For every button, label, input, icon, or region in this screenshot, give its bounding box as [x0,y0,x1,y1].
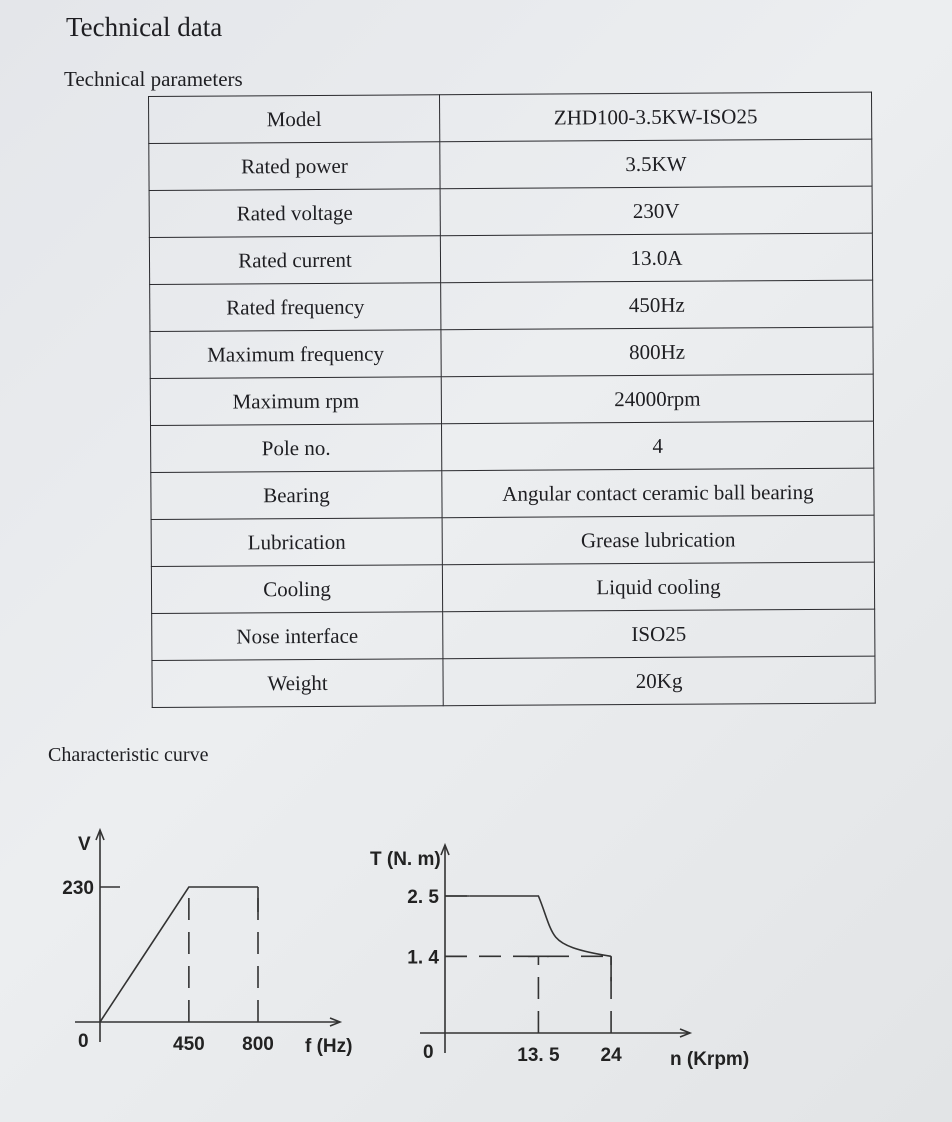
x-axis-arrow [329,1017,343,1027]
x-tick-label: 24 [601,1045,623,1066]
y-axis-arrow [95,827,105,841]
y-axis-arrow [440,842,450,856]
page-title: Technical data [66,12,223,42]
section-heading-curve: Characteristic curve [48,744,209,766]
x-axis-arrow [679,1028,693,1038]
x-axis-label: f (Hz) [305,1036,352,1057]
y-tick-label: 2. 5 [407,887,439,908]
y-axis-label: T (N. m) [370,849,441,870]
x-tick-label: 450 [173,1034,205,1055]
y-axis-label: V [78,834,91,855]
origin-label: 0 [78,1031,89,1052]
series-line [99,886,258,1023]
x-tick-label: 13. 5 [517,1045,560,1066]
origin-label: 0 [423,1042,434,1063]
x-tick-label: 800 [242,1034,274,1055]
section-heading-parameters: Technical parameters [64,67,243,91]
y-tick-label: 230 [62,878,94,899]
series-line [469,895,612,958]
x-axis-label: n (Krpm) [670,1049,749,1070]
y-tick-label: 1. 4 [407,947,439,968]
